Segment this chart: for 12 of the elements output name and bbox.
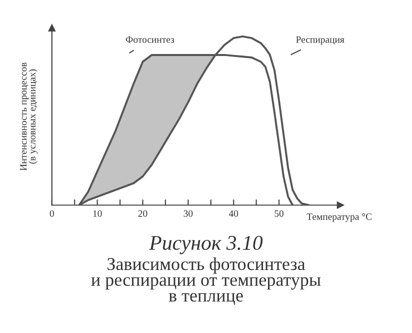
text: Рисунок 3.10 <box>149 236 263 254</box>
text: Респирация <box>296 36 344 45</box>
x-tick-label: 40 <box>228 210 238 217</box>
x-tick-label: 50 <box>274 210 284 217</box>
series-label: Фотосинтез <box>126 36 174 43</box>
x-axis-title: Температура °С <box>306 213 372 222</box>
text: Зависимость фотосинтеза и респирации от температуры в теплице <box>91 257 321 305</box>
x-tick-label: 10 <box>93 210 102 217</box>
x-tick-label: 30 <box>184 210 193 217</box>
y-axis-title: Интенсивность процессов (в условных единицах) <box>20 62 38 171</box>
x-tick-label: 20 <box>138 210 148 217</box>
x-tick-label: 0 <box>50 210 54 217</box>
